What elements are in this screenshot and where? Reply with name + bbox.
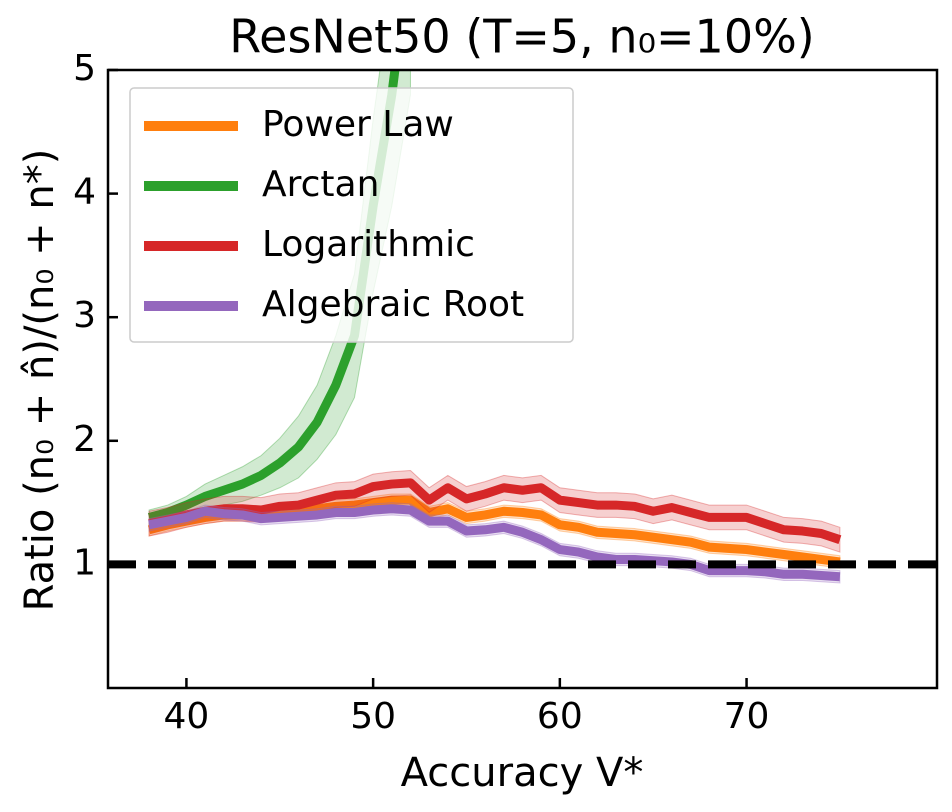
legend-box [129,87,574,343]
legend-label: Logarithmic [262,224,475,265]
legend-label: Arctan [262,164,379,205]
y-tick-label: 4 [73,172,96,213]
legend-label: Power Law [262,104,454,145]
x-tick-label: 50 [350,696,396,737]
legend-label: Algebraic Root [262,284,524,325]
x-tick-label: 60 [537,696,583,737]
x-tick-label: 70 [724,696,770,737]
y-tick-label: 3 [73,295,96,336]
series-line [148,504,841,582]
series-line [148,478,842,544]
y-tick-label: 2 [73,419,96,460]
x-tick-label: 40 [164,696,210,737]
x-axis-label: Accuracy V* [401,750,644,796]
axes-frame [106,68,939,690]
error-band [148,469,841,553]
y-tick-label: 1 [73,542,96,583]
y-axis-label: Ratio (n₀ + n̂)/(n₀ + n*) [17,149,63,612]
legend: Power Law Arctan Logarithmic Algebraic Root [129,87,574,343]
y-tick-label: 5 [73,48,96,89]
chart-title: ResNet50 (T=5, n₀=10%) [229,10,815,64]
